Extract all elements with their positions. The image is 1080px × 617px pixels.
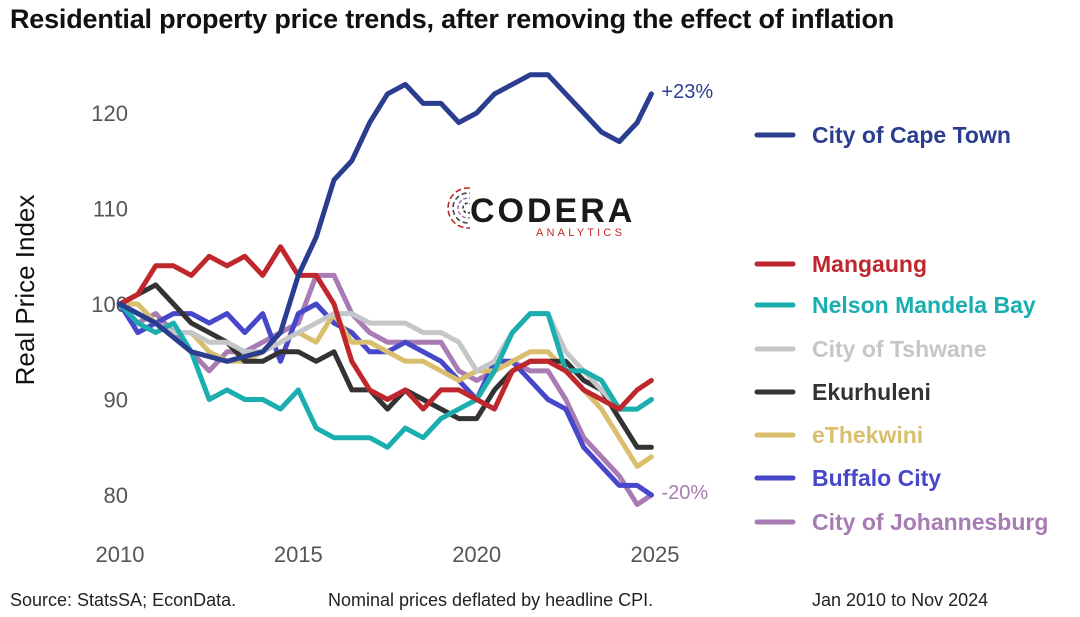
logo-wordmark: CODERA [470,192,635,230]
x-tick-label: 2025 [631,542,680,567]
legend-item: Mangaung [754,251,927,277]
legend-label: Nelson Mandela Bay [812,292,1036,318]
legend-item: Buffalo City [754,465,941,491]
legend-item: City of Cape Town [754,122,1011,148]
legend-item: Ekurhuleni [754,379,931,405]
x-axis: 2010 2015 2020 2025 [96,542,680,567]
legend-label: Mangaung [812,251,927,277]
series-line-city-of-tshwane [117,301,654,412]
end-value-annotation: -20% [661,482,708,504]
legend-label: Buffalo City [812,465,941,491]
series-line-city-of-cape-town [117,72,654,364]
logo-subtitle: ANALYTICS [536,227,625,239]
series-line-ekurhuleni [117,282,654,450]
legend-label: City of Tshwane [812,336,987,362]
legend-item: eThekwini [754,422,923,448]
x-tick-label: 2015 [274,542,323,567]
period-note: Jan 2010 to Nov 2024 [812,590,989,610]
end-annotations: +23% -20% [661,81,713,504]
series-lines [117,72,654,508]
fingerprint-icon [447,186,492,230]
y-tick-label: 110 [93,197,128,222]
legend-label: eThekwini [812,422,923,448]
x-tick-label: 2020 [452,542,501,567]
legend-label: City of Cape Town [812,122,1011,148]
y-tick-label: 80 [104,483,128,508]
series-line-mangaung [117,244,654,412]
method-note: Nominal prices deflated by headline CPI. [328,590,654,610]
x-tick-label: 2010 [96,542,145,567]
legend-item: City of Johannesburg [754,509,1048,535]
legend-item: City of Tshwane [754,336,987,362]
series-line-city-of-johannesburg [117,272,654,508]
chart-title: Residential property price trends, after… [10,4,895,34]
source-note: Source: StatsSA; EconData. [10,590,237,610]
codera-logo: CODERA ANALYTICS [447,186,635,239]
y-tick-label: 120 [91,101,128,126]
y-tick-label: 90 [104,388,128,413]
legend: City of Cape Town Mangaung Nelson Mandela … [754,122,1048,535]
end-value-annotation: +23% [661,81,713,103]
legend-label: Ekurhuleni [812,379,931,405]
legend-label: City of Johannesburg [812,509,1048,535]
y-axis-label: Real Price Index [10,195,40,386]
legend-item: Nelson Mandela Bay [754,292,1036,318]
